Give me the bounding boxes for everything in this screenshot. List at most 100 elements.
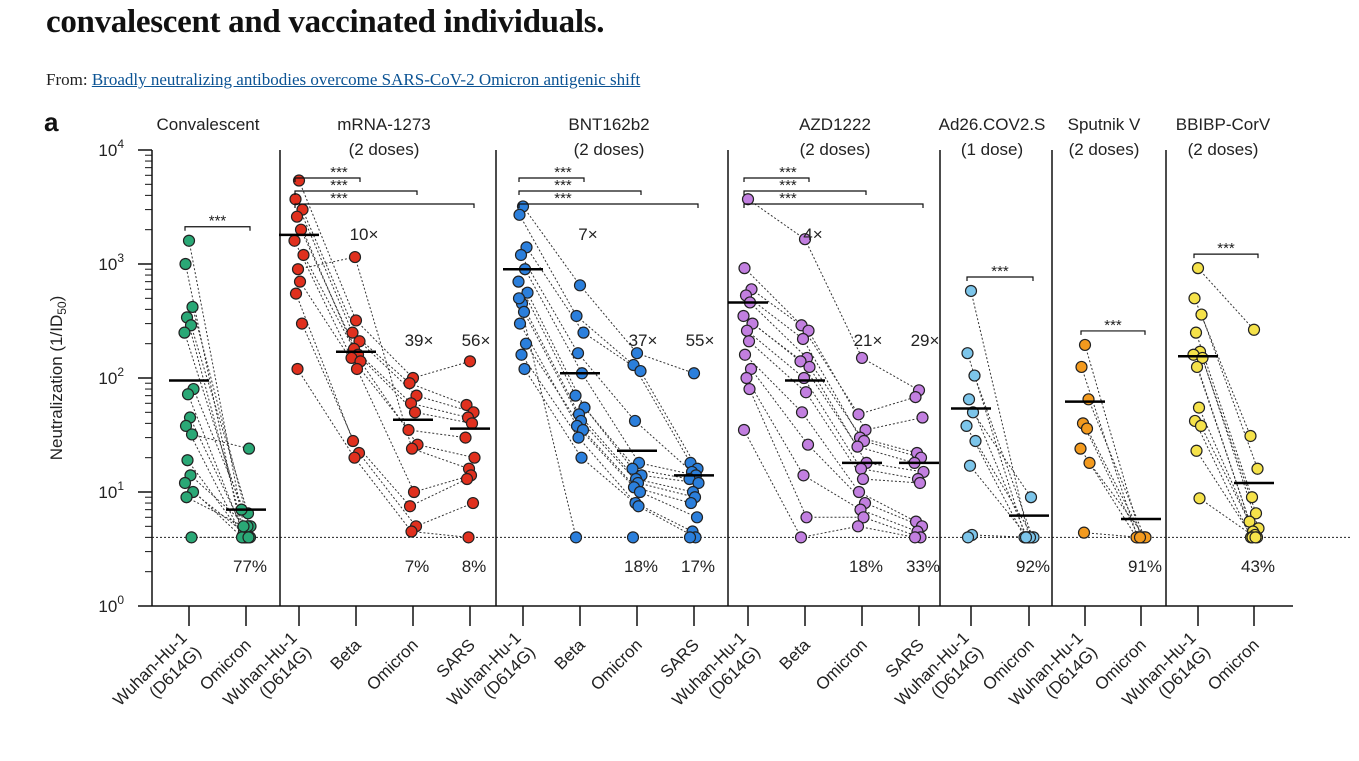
donor-connector [744,267,802,326]
data-point [512,275,525,288]
x-category-label-line: Beta [776,635,815,674]
plot-area: 100101102103104Convalescent***77%Wuhan-H… [98,115,1350,710]
data-point [514,248,528,262]
data-point [1245,491,1259,504]
data-point [963,459,977,472]
fold-change-label: 29× [911,331,940,350]
donor-connector [524,368,582,458]
y-tick-label: 102 [98,365,124,388]
data-point [572,431,585,444]
data-point [1190,360,1204,374]
donor-connector [805,391,864,480]
significance-bracket [294,177,361,182]
donor-connector [803,377,862,469]
data-point [737,423,751,437]
donor-connector [807,444,866,504]
donor-connector [297,368,355,458]
data-point [348,451,361,464]
significance-bracket [518,190,642,195]
donor-connector [408,429,466,439]
group-7: BBIBP-CorV(2 doses)***43%Wuhan-Hu-1(D614… [1118,115,1275,710]
significance-bracket [1080,330,1146,335]
data-point [740,371,753,385]
data-point [742,335,756,348]
donor-connector [1193,354,1250,522]
fold-change-label: 10× [350,225,379,244]
donor-connector [970,290,1030,538]
data-point [800,511,813,524]
donor-connector [355,320,414,379]
percent-at-lod-label: 17% [681,557,715,576]
source-article-link[interactable]: Broadly neutralizing antibodies overcome… [91,70,641,89]
data-point [515,348,528,361]
donor-connector [358,452,417,527]
data-point [962,393,976,406]
donor-connector [520,254,579,354]
data-point [290,210,304,223]
donor-connector [1088,399,1145,538]
donor-connector [518,298,577,538]
data-point [519,337,533,350]
donor-connector [575,395,633,470]
data-point [181,454,194,467]
data-point [178,326,191,339]
data-point [1083,456,1096,469]
donor-connector [295,199,353,333]
percent-at-lod-label: 8% [462,557,487,576]
data-point [1077,526,1091,539]
significance-bracket [1193,253,1259,259]
x-category-label: Beta [776,635,815,674]
significance-label: *** [554,190,572,207]
fold-change-label: 4× [803,225,822,244]
data-point [916,411,929,424]
donor-connector [410,402,469,419]
data-point [741,193,755,206]
data-point [961,531,975,544]
data-point [1195,308,1208,321]
data-point [405,525,418,538]
significance-bracket [743,177,810,182]
donor-connector [186,496,244,527]
donor-connector [187,394,246,538]
significance-label: *** [779,177,797,194]
group-title: AZD1222 [799,115,871,134]
y-axis-label-main: Neutralization (1/ID [47,315,66,461]
y-tick-label: 101 [98,479,124,502]
group-6: Sputnik V(2 doses)***91%Wuhan-Hu-1(D614G… [1005,115,1167,710]
from-label: From: [46,70,88,89]
data-point [513,317,527,330]
data-point [738,348,752,361]
donor-connector [581,373,640,464]
donor-connector [519,323,578,427]
donor-connector [635,478,694,493]
data-point [405,442,419,455]
donor-connector [415,502,474,527]
data-point [295,317,309,330]
data-point [969,434,982,448]
data-point [1191,262,1205,275]
significance-label: *** [779,190,797,207]
data-point [569,531,583,544]
donor-connector [1199,497,1256,538]
donor-connector [860,468,919,480]
percent-at-lod-label: 18% [849,557,883,576]
y-axis-label-close: ) [47,296,66,302]
y-tick-label: 100 [98,593,124,616]
donor-connector [972,412,1032,498]
data-point [1247,323,1261,336]
percent-at-lod-label: 43% [1241,557,1275,576]
y-axis-label: Neutralization (1/ID50) [47,296,69,461]
group-5: Ad26.COV2.S (1 dose) *** 92% Wuhan-Hu-1(D614… [891,115,1053,710]
group-subtitle: (2 doses) [349,140,420,159]
data-point [796,332,810,346]
donor-connector [975,440,1034,538]
donor-connector [522,206,581,286]
data-point [964,284,978,298]
donor-connector [800,361,858,447]
donor-connector [640,370,698,469]
percent-at-lod-label: 18% [624,557,658,576]
donor-connector [525,343,584,431]
data-point [854,462,868,475]
donor-connector [801,325,859,415]
